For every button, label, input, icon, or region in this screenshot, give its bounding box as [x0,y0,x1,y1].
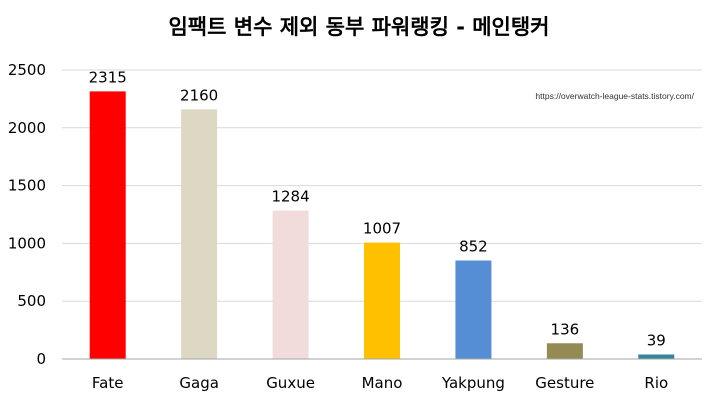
x-tick-label: Fate [92,374,124,392]
bars [89,91,675,360]
data-label: 852 [459,238,488,256]
bar [181,109,218,359]
x-tick-label: Rio [644,374,668,392]
y-tick-label: 500 [17,292,46,310]
data-labels: 2315 2160 1284 1007 852 136 39 [89,68,666,349]
data-label: 39 [647,331,666,349]
data-label: 1007 [363,220,401,238]
data-label: 2160 [180,86,218,104]
chart-title: 임팩트 변수 제외 동부 파워랭킹 - 메인탱커 [168,15,549,39]
data-label: 2315 [89,68,127,86]
y-tick-label: 2500 [8,61,46,79]
bar [89,91,126,360]
x-tick-label: Gaga [179,374,219,392]
y-tick-label: 0 [36,350,46,368]
x-tick-label: Guxue [266,374,315,392]
bar [272,210,309,359]
gridlines [62,69,702,302]
bar [455,260,492,359]
data-label: 1284 [271,188,309,206]
x-tick-label: Gesture [535,374,594,392]
y-tick-label: 1000 [8,234,46,252]
x-axis-categories: Fate Gaga Guxue Mano Yakpung Gesture Rio [92,374,668,392]
data-label: 136 [551,320,580,338]
y-tick-label: 2000 [8,119,46,137]
bar [638,354,675,359]
bar [546,343,583,359]
bar [364,242,400,359]
y-tick-label: 1500 [8,177,46,195]
y-axis-ticks: 0 500 1000 1500 2000 2500 [8,61,46,368]
source-url-annotation: https://overwatch-league-stats.tistory.c… [535,91,694,101]
x-tick-label: Yakpung [441,374,505,392]
x-tick-label: Mano [362,374,403,392]
